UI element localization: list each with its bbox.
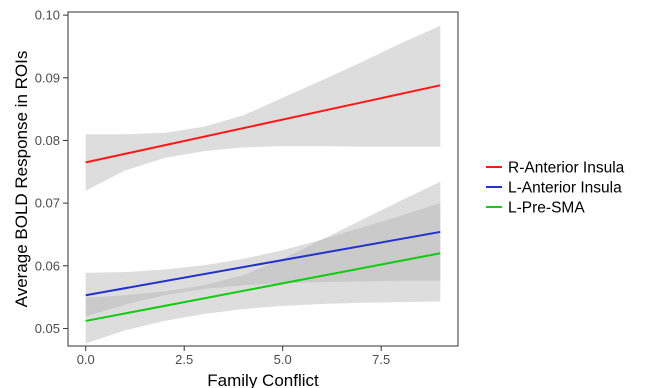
y-axis: 0.05 0.06 0.07 0.08 0.09 0.10 — [35, 8, 68, 336]
confidence-band-r-anterior-insula — [85, 25, 441, 191]
legend-label-r-anterior-insula: R-Anterior Insula — [508, 160, 625, 177]
y-tick-label: 0.08 — [35, 133, 60, 148]
plot-panel — [67, 11, 459, 347]
x-tick-label: 5.0 — [274, 352, 292, 367]
legend-label-l-anterior-insula: L-Anterior Insula — [508, 180, 622, 197]
y-tick-label: 0.06 — [35, 258, 60, 273]
y-axis-title: Average BOLD Response in ROIs — [12, 51, 31, 308]
y-tick-label: 0.10 — [35, 8, 60, 23]
y-tick-label: 0.07 — [35, 196, 60, 211]
series-line-l-pre-sma — [85, 252, 441, 322]
legend-label-l-pre-sma: L-Pre-SMA — [508, 200, 585, 217]
x-axis-title: Family Conflict — [207, 371, 319, 388]
x-tick-label: 0.0 — [77, 352, 95, 367]
fit-lines — [85, 84, 441, 322]
x-tick-label: 2.5 — [175, 352, 193, 367]
confidence-band-l-anterior-insula — [85, 203, 441, 317]
y-tick-label: 0.09 — [35, 70, 60, 85]
series-line-l-anterior-insula — [85, 230, 441, 297]
legend: R-Anterior Insula L-Anterior Insula L-Pre-… — [486, 160, 625, 217]
y-tick-label: 0.05 — [35, 321, 60, 336]
x-tick-label: 7.5 — [372, 352, 390, 367]
series-line-r-anterior-insula — [85, 84, 441, 164]
x-axis: 0.0 2.5 5.0 7.5 — [77, 346, 390, 367]
